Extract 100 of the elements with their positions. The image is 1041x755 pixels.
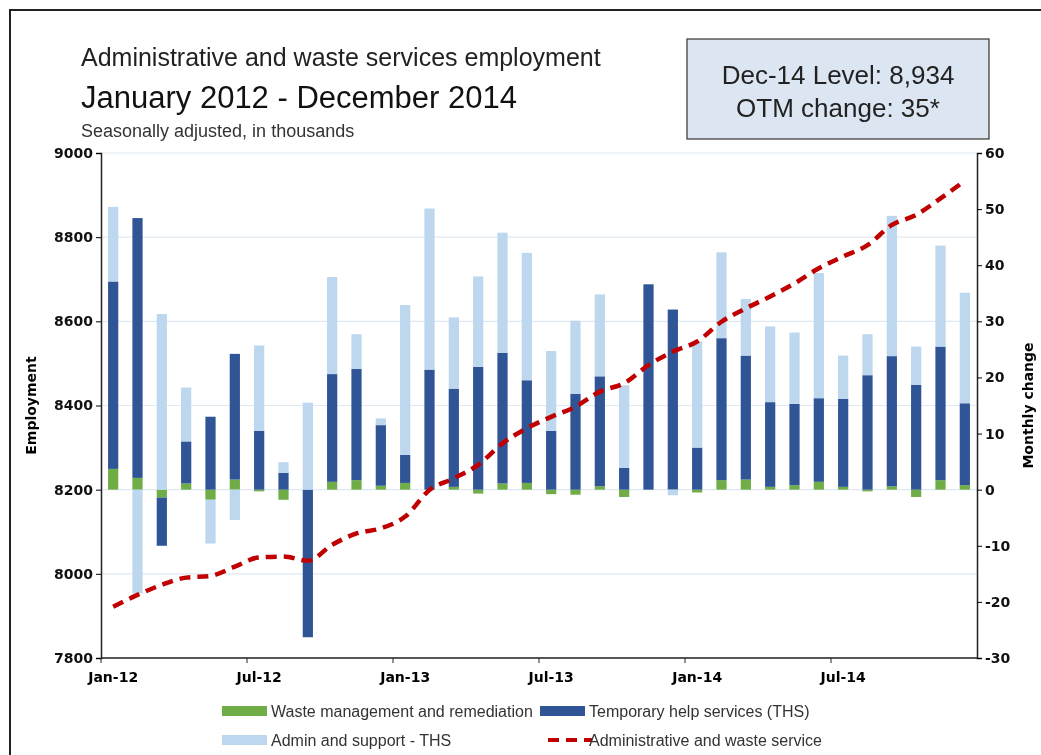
bar: [570, 320, 581, 394]
bar: [911, 489, 922, 497]
bar: [156, 489, 167, 498]
bar: [278, 472, 289, 490]
bar: [594, 486, 605, 490]
y2-tick-label: -30: [985, 649, 1011, 666]
bar: [205, 499, 216, 544]
bar: [740, 479, 751, 490]
bar: [740, 355, 751, 480]
y-axis-title: Employment: [23, 355, 39, 455]
y-tick-label: 9000: [54, 144, 94, 161]
x-tick-label: Jan-12: [87, 669, 139, 685]
bar: [765, 402, 776, 487]
bar: [424, 208, 435, 370]
bar: [935, 245, 946, 347]
x-tick-label: Jan-14: [671, 669, 723, 685]
bar: [716, 338, 727, 481]
bar: [789, 403, 800, 486]
bar: [959, 403, 970, 486]
bar: [254, 430, 265, 490]
bar: [862, 334, 873, 376]
y-tick-label: 8600: [54, 313, 94, 330]
bar: [521, 252, 532, 381]
y-tick-label: 8000: [54, 565, 94, 582]
bar: [911, 346, 922, 385]
bar: [181, 441, 192, 484]
bar: [935, 346, 946, 481]
y-tick-label: 7800: [54, 649, 94, 666]
bar: [278, 462, 289, 473]
bar: [181, 387, 192, 442]
bar: [181, 483, 192, 490]
text: OTM change: 35*: [736, 93, 940, 123]
bar: [497, 483, 508, 490]
bar: [473, 366, 484, 490]
y2-axis-title: Monthly change: [1020, 342, 1036, 469]
bar: [886, 486, 897, 490]
bar: [546, 430, 557, 490]
bar: [643, 284, 654, 490]
bar: [375, 485, 386, 490]
bar: [473, 276, 484, 367]
bar: [327, 374, 338, 482]
bar: [254, 345, 265, 431]
y2-tick-label: 0: [985, 481, 995, 498]
y-tick-label: 8800: [54, 229, 94, 246]
bar: [765, 326, 776, 403]
bar: [570, 393, 581, 490]
bar: [497, 352, 508, 484]
bar: [132, 489, 143, 594]
bar: [813, 398, 824, 482]
bar: [838, 355, 849, 399]
text: Dec-14 Level: 8,934: [721, 60, 955, 90]
bar: [813, 273, 824, 399]
y2-tick-label: -20: [985, 593, 1011, 610]
y-tick-label: 8400: [54, 397, 94, 414]
bar: [302, 489, 313, 638]
chart-title: Administrative and waste services employment: [81, 43, 601, 71]
bar: [594, 376, 605, 487]
bar: [813, 481, 824, 490]
bar: [716, 252, 727, 339]
bar: [619, 489, 630, 497]
bar: [594, 294, 605, 377]
bar: [375, 425, 386, 486]
chart-subtitle: January 2012 - December 2014: [81, 80, 517, 115]
bar: [351, 334, 362, 370]
bar: [205, 416, 216, 490]
bar: [838, 398, 849, 487]
bar: [619, 467, 630, 490]
bar: [935, 480, 946, 490]
bar: [497, 232, 508, 353]
bar: [400, 482, 411, 490]
bar: [375, 418, 386, 426]
bar: [570, 489, 581, 495]
bar: [108, 468, 119, 490]
y2-tick-label: 50: [985, 201, 1005, 218]
y2-tick-label: 20: [985, 369, 1005, 386]
bar: [448, 317, 459, 389]
bar: [156, 314, 167, 490]
x-tick-label: Jul-12: [235, 669, 282, 685]
bar: [132, 218, 143, 478]
legend-label: Temporary help services (THS): [589, 703, 810, 720]
bar: [716, 480, 727, 490]
bar: [692, 341, 703, 448]
bar: [692, 447, 703, 490]
bar: [473, 489, 484, 494]
y2-tick-label: -10: [985, 537, 1011, 554]
bar: [789, 485, 800, 490]
y2-tick-label: 40: [985, 257, 1005, 274]
y2-tick-label: 10: [985, 425, 1005, 442]
bar: [911, 384, 922, 490]
bar: [521, 380, 532, 483]
legend-label: Waste management and remediation: [271, 703, 533, 720]
y2-tick-label: 60: [985, 144, 1005, 161]
x-tick-label: Jul-13: [527, 669, 574, 685]
bar: [546, 351, 557, 431]
bar: [351, 369, 362, 481]
legend-label: Admin and support - THS: [271, 732, 452, 749]
bar: [108, 206, 119, 282]
bar: [448, 486, 459, 490]
bar: [521, 482, 532, 490]
bar: [886, 215, 897, 357]
